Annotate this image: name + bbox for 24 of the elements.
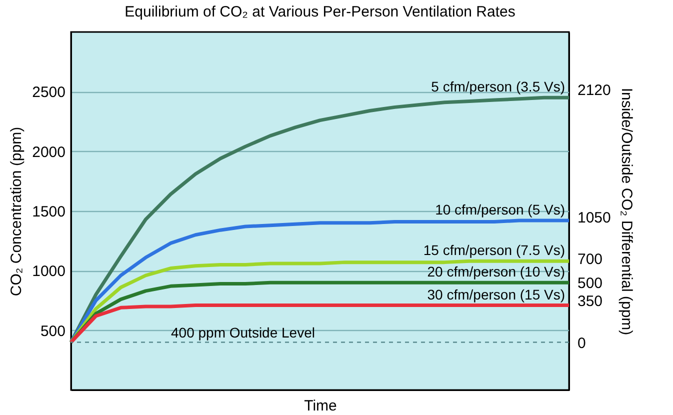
chart-title: Equilibrium of CO₂ at Various Per-Person Ventilation Rates (124, 3, 516, 20)
series-label: 15 cfm/person (7.5 Vs) (423, 242, 565, 258)
x-axis-title: Time (304, 398, 337, 414)
y2-tick-label: 0 (578, 334, 586, 352)
y2-tick-label: 350 (578, 293, 603, 310)
y-tick-label: 1000 (32, 263, 66, 280)
y-tick-label: 500 (40, 322, 66, 340)
series-label: 20 cfm/person (10 Vs) (427, 264, 565, 280)
line-series (69, 304, 571, 344)
y-tick-label: 1500 (32, 204, 66, 220)
ref-line-label: 400 ppm Outside Level (171, 324, 315, 340)
y2-tick-label: 700 (578, 251, 603, 268)
y-tick-label: 2500 (32, 84, 66, 102)
y2-tick-label: 2120 (578, 82, 611, 99)
y-axis-title: CO₂ Concentration (ppm) (8, 126, 26, 296)
series-label: 30 cfm/person (15 Vs) (427, 286, 565, 302)
y2-tick-label: 1050 (578, 209, 611, 226)
series-label: 5 cfm/person (3.5 Vs) (431, 78, 565, 95)
series-label: 10 cfm/person (5 Vs) (435, 202, 565, 218)
y-tick-label: 2000 (32, 144, 66, 161)
y2-tick-label: 500 (578, 275, 603, 292)
y2-axis-title: Inside/Outside CO₂ Differential (ppm) (618, 88, 635, 336)
line-series (69, 259, 571, 344)
line-series (69, 218, 571, 344)
